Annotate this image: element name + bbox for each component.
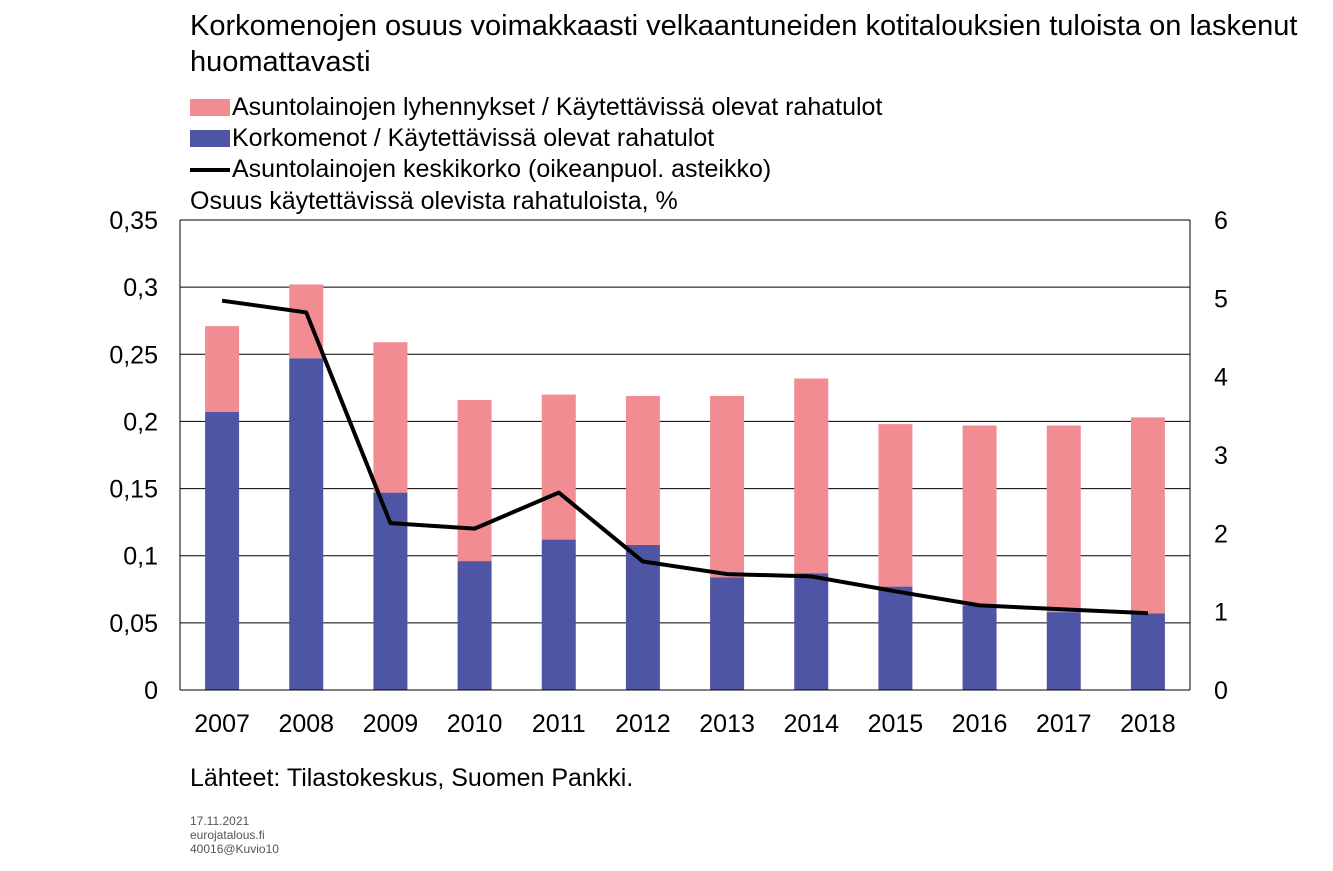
- right-tick-label: 5: [1214, 285, 1228, 313]
- bar-korkomenot-2017: [1046, 612, 1081, 690]
- source-note: Lähteet: Tilastokeskus, Suomen Pankki.: [190, 764, 634, 792]
- x-tick-label: 2018: [1120, 710, 1176, 738]
- bar-korkomenot-2015: [878, 586, 913, 690]
- meta-code: 40016@Kuvio10: [190, 842, 279, 856]
- x-axis-ticks: 2007 2008 2009 2010 2011 2012 2013 2014 2015 2016…: [194, 710, 1175, 738]
- bar-korkomenot-2013: [710, 577, 745, 690]
- bar-korkomenot-2018: [1130, 613, 1165, 690]
- legend: Asuntolainojen lyhennykset / Käytettävis…: [190, 92, 882, 185]
- x-tick-label: 2011: [532, 710, 586, 738]
- bar-lyhennykset-2009: [373, 342, 408, 493]
- bar-lyhennykset-2016: [962, 425, 997, 606]
- bar-korkomenot-2012: [625, 544, 660, 690]
- legend-item-keskikorko: Asuntolainojen keskikorko (oikeanpuol. a…: [190, 154, 882, 185]
- right-tick-label: 0: [1214, 677, 1228, 705]
- bars: [205, 284, 1165, 690]
- left-tick-label: 0: [144, 677, 158, 705]
- x-tick-label: 2015: [868, 710, 924, 738]
- chart-title: Korkomenojen osuus voimakkaasti velkaant…: [190, 10, 1298, 78]
- legend-label-keskikorko: Asuntolainojen keskikorko (oikeanpuol. a…: [232, 155, 772, 183]
- bar-lyhennykset-2010: [457, 399, 492, 562]
- meta-info: 17.11.2021 eurojatalous.fi 40016@Kuvio10: [190, 814, 279, 856]
- bar-lyhennykset-2017: [1046, 425, 1081, 613]
- left-tick-label: 0,35: [109, 207, 158, 235]
- bar-korkomenot-2016: [962, 605, 997, 690]
- left-tick-label: 0,25: [109, 341, 158, 369]
- x-tick-label: 2014: [783, 710, 839, 738]
- bar-lyhennykset-2011: [541, 394, 576, 540]
- x-tick-label: 2016: [952, 710, 1008, 738]
- meta-site: eurojatalous.fi: [190, 828, 265, 842]
- right-tick-label: 6: [1214, 207, 1228, 235]
- bar-korkomenot-2007: [205, 412, 240, 690]
- bar-lyhennykset-2018: [1130, 417, 1165, 614]
- legend-label-lyhennykset: Asuntolainojen lyhennykset / Käytettävis…: [232, 93, 883, 121]
- meta-date: 17.11.2021: [190, 814, 250, 828]
- right-tick-label: 1: [1214, 599, 1228, 627]
- left-tick-label: 0,2: [123, 408, 158, 436]
- bar-lyhennykset-2015: [878, 424, 913, 587]
- legend-swatch-korkomenot: [190, 130, 230, 147]
- bar-korkomenot-2008: [289, 358, 324, 690]
- plot-frame: [179, 220, 1191, 691]
- x-tick-label: 2010: [447, 710, 503, 738]
- right-tick-label: 2: [1214, 520, 1228, 548]
- left-axis-ticks: 0 0,05 0,1 0,15 0,2 0,25 0,3 0,35: [109, 207, 158, 705]
- x-tick-label: 2007: [194, 710, 250, 738]
- line-series: [221, 298, 1149, 616]
- left-tick-label: 0,05: [109, 610, 158, 638]
- legend-swatch-lyhennykset: [190, 99, 230, 116]
- x-tick-label: 2009: [363, 710, 419, 738]
- x-tick-label: 2017: [1036, 710, 1092, 738]
- bar-korkomenot-2010: [457, 561, 492, 690]
- bar-lyhennykset-2013: [710, 395, 745, 578]
- legend-label-korkomenot: Korkomenot / Käytettävissä olevat rahatu…: [232, 124, 715, 152]
- legend-swatch-keskikorko: [190, 167, 230, 172]
- x-tick-label: 2013: [699, 710, 755, 738]
- x-tick-label: 2008: [278, 710, 334, 738]
- right-axis-ticks: 0 1 2 3 4 5 6: [1214, 207, 1228, 705]
- bar-lyhennykset-2014: [794, 378, 829, 574]
- right-tick-label: 3: [1214, 442, 1228, 470]
- left-tick-label: 0,3: [123, 274, 158, 302]
- gridlines: [180, 219, 1190, 624]
- bar-korkomenot-2011: [541, 539, 576, 690]
- bar-lyhennykset-2012: [625, 395, 660, 545]
- legend-item-korkomenot: Korkomenot / Käytettävissä olevat rahatu…: [190, 123, 882, 154]
- bar-korkomenot-2014: [794, 573, 829, 690]
- right-tick-label: 4: [1214, 364, 1228, 392]
- legend-item-lyhennykset: Asuntolainojen lyhennykset / Käytettävis…: [190, 92, 882, 123]
- left-tick-label: 0,1: [123, 543, 158, 571]
- left-tick-label: 0,15: [109, 476, 158, 504]
- line-keskikorko: [221, 298, 1149, 616]
- bar-lyhennykset-2007: [205, 326, 240, 413]
- x-tick-label: 2012: [615, 710, 671, 738]
- left-axis-unit-label: Osuus käytettävissä olevista rahatuloist…: [190, 187, 678, 215]
